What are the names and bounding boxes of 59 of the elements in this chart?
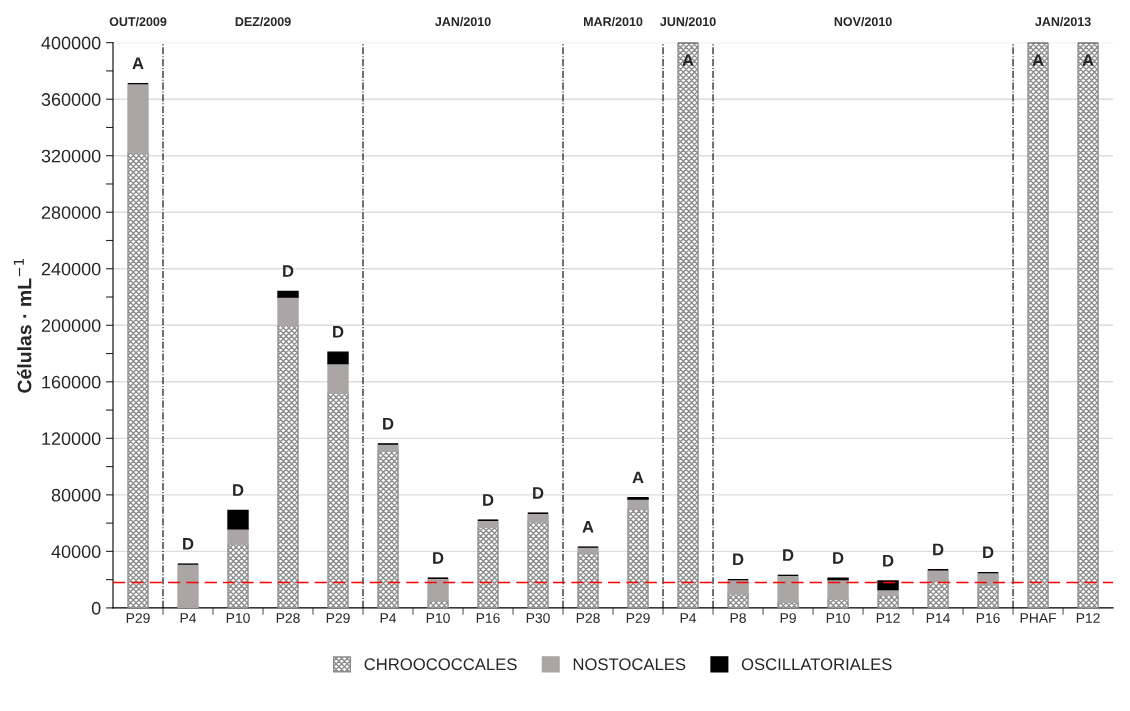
text: D (333, 326, 344, 338)
text: JUN/2010 (660, 16, 716, 27)
text: A (632, 471, 644, 484)
y-tick-label: 360000 (41, 93, 101, 106)
x-tick-label: P29 (126, 613, 150, 623)
x-tick-label: P12 (1076, 613, 1100, 623)
y-tick-label: 160000 (42, 375, 101, 389)
x-tick-label: PHAF (1020, 613, 1057, 623)
legend-label: OSCILLATORIALES (741, 658, 892, 671)
x-tick-label: P28 (276, 613, 300, 623)
x-tick-label: P29 (626, 613, 650, 623)
text: D (433, 552, 444, 564)
text: D (383, 417, 394, 430)
text: D (483, 494, 494, 506)
text: D (183, 538, 194, 550)
y-tick-label: 40000 (51, 545, 101, 559)
text: A (132, 57, 144, 70)
x-tick-label: P4 (380, 613, 397, 623)
text: D (883, 555, 894, 567)
x-tick-label: P30 (526, 613, 550, 623)
text: D (783, 549, 794, 561)
text: D (533, 487, 544, 499)
y-tick-label: 240000 (41, 262, 101, 276)
x-tick-label: P16 (476, 613, 500, 623)
text: D (983, 546, 994, 559)
x-tick-label: P28 (576, 613, 600, 623)
x-tick-label: P8 (730, 613, 746, 623)
text: MAR/2010 (583, 16, 643, 27)
legend-label: NOSTOCALES (573, 658, 686, 671)
y-tick-label: 80000 (51, 488, 101, 502)
text: D (233, 484, 244, 496)
y-axis-title: Células · mL$^{−1}$ (13, 258, 32, 393)
text: DEZ/2009 (235, 16, 291, 27)
y-tick-label: 200000 (41, 319, 101, 332)
y-tick-label: 320000 (41, 149, 101, 163)
text: D (283, 265, 294, 277)
x-tick-label: P16 (976, 613, 1000, 623)
x-tick-label: P4 (680, 613, 697, 623)
text: D (733, 553, 744, 566)
x-tick-label: P10 (826, 613, 850, 623)
y-tick-label: 0 (91, 601, 101, 615)
text: OUT/2009 (109, 16, 167, 27)
y-tick-label: 120000 (42, 432, 101, 446)
text: JAN/2010 (435, 16, 491, 27)
y-tick-label: 400000 (41, 36, 101, 50)
text: D (933, 543, 944, 556)
text: A (582, 521, 594, 533)
x-tick-label: P10 (426, 613, 450, 623)
text: JAN/2013 (1035, 16, 1091, 27)
x-tick-label: P29 (326, 613, 350, 623)
x-tick-label: P14 (926, 613, 950, 623)
x-tick-label: P9 (780, 613, 796, 623)
text: NOV/2010 (834, 16, 892, 27)
x-tick-label: P10 (226, 613, 250, 623)
legend-label: CHROOCOCCALES (364, 658, 517, 671)
text: D (833, 552, 844, 564)
x-tick-label: P4 (180, 613, 197, 623)
x-tick-label: P12 (876, 613, 900, 623)
y-tick-label: 280000 (41, 206, 101, 219)
